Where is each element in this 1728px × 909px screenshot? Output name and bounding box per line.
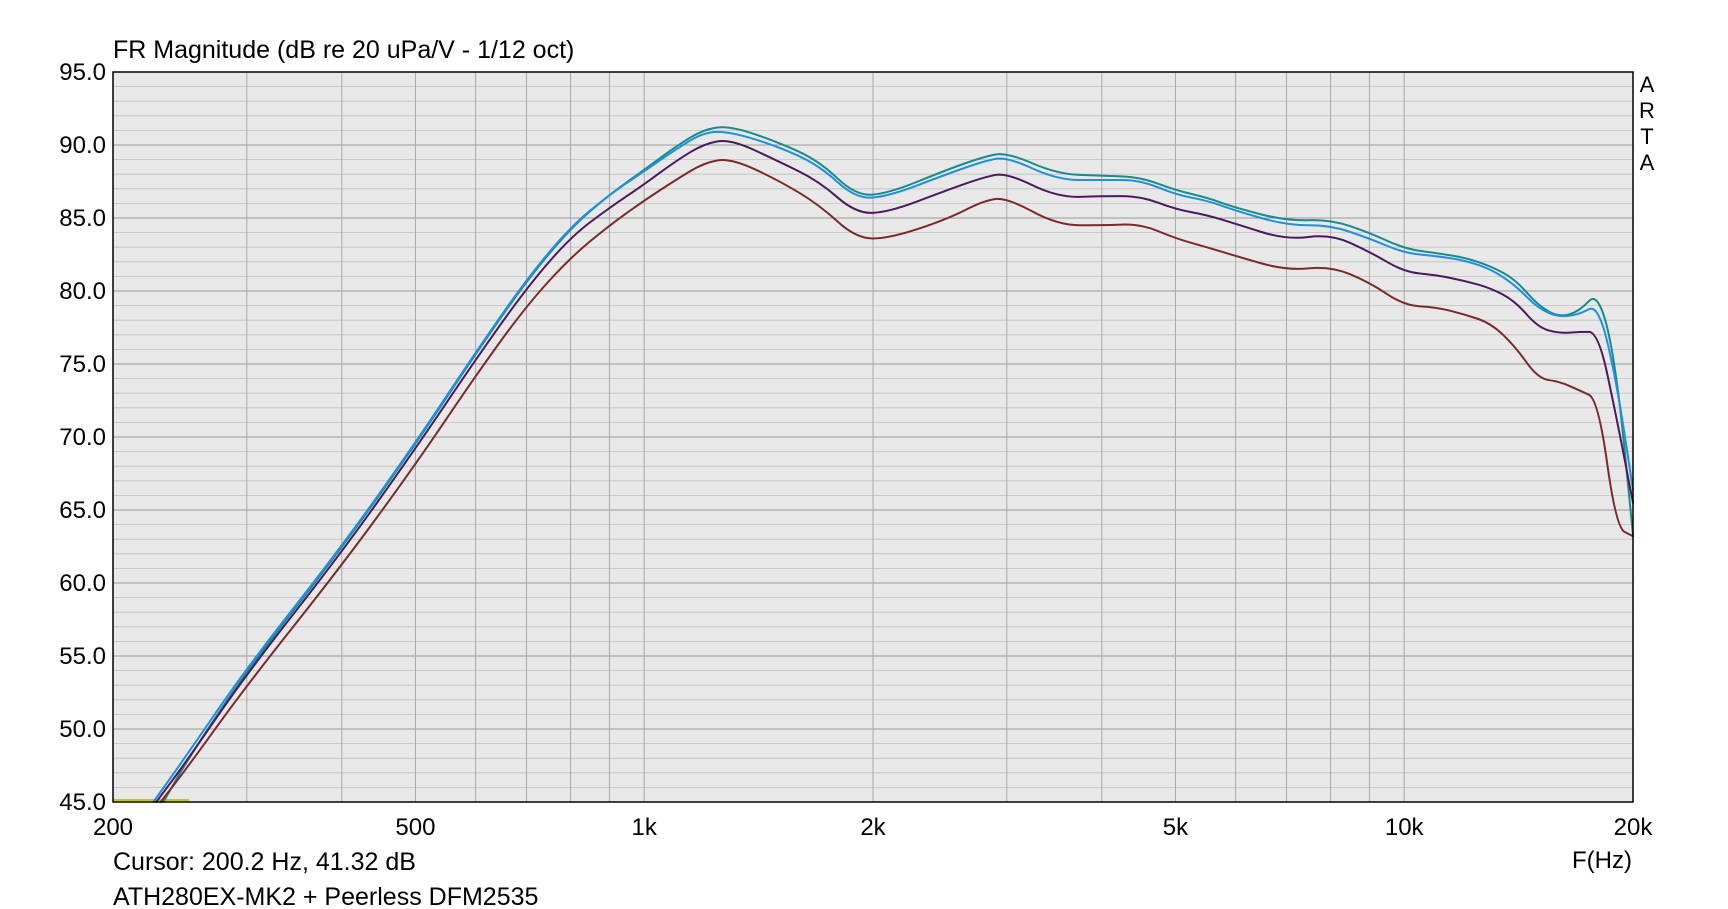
y-tick-label: 45.0 [59, 789, 106, 816]
y-tick-label: 85.0 [59, 205, 106, 232]
measurement-label: ATH280EX-MK2 + Peerless DFM2535 [113, 883, 538, 909]
watermark-letter: T [1640, 124, 1653, 149]
series-line-4 [159, 158, 1634, 803]
watermark-letter: A [1640, 150, 1655, 175]
chart-title: FR Magnitude (dB re 20 uPa/V - 1/12 oct) [113, 36, 574, 64]
y-tick-label: 70.0 [59, 424, 106, 451]
y-tick-label: 80.0 [59, 278, 106, 305]
x-tick-label: 20k [1614, 814, 1654, 841]
x-tick-label: 1k [632, 814, 658, 841]
watermark-letter: R [1639, 98, 1655, 123]
x-tick-label: 5k [1163, 814, 1189, 841]
y-tick-label: 50.0 [59, 716, 106, 743]
x-tick-label: 500 [395, 814, 435, 841]
plot-frame [112, 71, 1634, 803]
y-tick-label: 55.0 [59, 643, 106, 670]
watermark-letter: A [1640, 72, 1655, 97]
cursor-readout: Cursor: 200.2 Hz, 41.32 dB [113, 848, 416, 876]
x-tick-label: 10k [1385, 814, 1425, 841]
y-tick-label: 95.0 [59, 59, 106, 86]
y-tick-label: 60.0 [59, 570, 106, 597]
series-line-2 [152, 130, 1634, 803]
x-tick-label: 200 [93, 814, 133, 841]
x-axis-tick-labels: 200 500 1k 2k 5k 10k 20k [93, 814, 1653, 841]
grid-lines [112, 71, 1634, 803]
y-axis-tick-labels: 95.0 90.0 85.0 80.0 75.0 70.0 65.0 60.0 55.0 50.0… [59, 59, 106, 816]
y-tick-label: 75.0 [59, 351, 106, 378]
series-layer [152, 126, 1634, 803]
y-tick-label: 65.0 [59, 497, 106, 524]
x-tick-label: 2k [860, 814, 886, 841]
y-tick-label: 90.0 [59, 132, 106, 159]
x-axis-label: F(Hz) [1572, 847, 1632, 874]
series-line-3 [155, 140, 1634, 803]
